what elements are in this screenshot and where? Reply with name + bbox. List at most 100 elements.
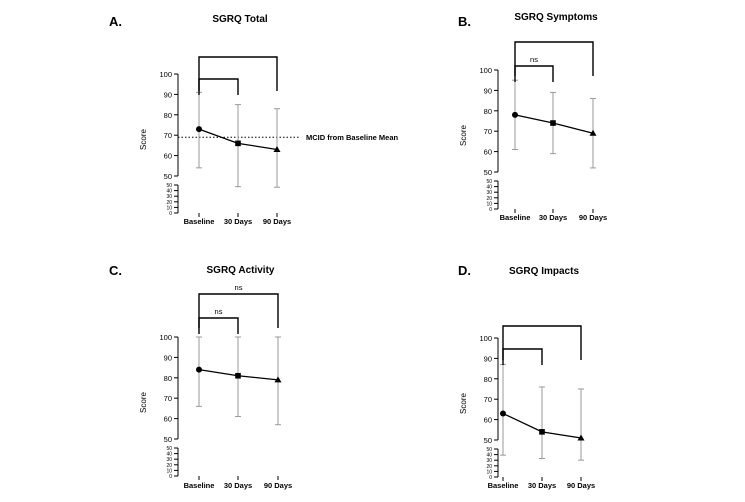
y-tick-label-lower: 40	[166, 189, 172, 195]
x-tick-label: Baseline	[184, 217, 215, 226]
y-tick-label-lower: 30	[486, 190, 492, 196]
y-tick-label-upper: 90	[484, 354, 492, 363]
reference-line-label: MCID from Baseline Mean	[306, 133, 399, 142]
data-point-baseline	[196, 366, 202, 373]
x-tick-label: Baseline	[500, 213, 531, 222]
chart-title: SGRQ Activity	[207, 265, 275, 276]
y-tick-label-upper: 90	[164, 353, 172, 362]
x-tick-label: 90 Days	[264, 481, 292, 490]
data-point-30-days	[235, 372, 241, 379]
chart-panel-3: SGRQ Activity Score 50 60 70 80 90 100 010203040…	[139, 265, 292, 490]
y-tick-label-lower: 20	[486, 196, 492, 202]
y-tick-label-upper: 70	[164, 131, 172, 140]
y-tick-label-lower: 20	[486, 464, 492, 470]
y-axis-label: Score	[459, 393, 468, 414]
data-point-30-days	[539, 429, 545, 435]
data-point-90-days	[589, 129, 597, 136]
y-tick-label-upper: 50	[164, 172, 172, 181]
y-tick-label-upper: 100	[479, 66, 492, 75]
y-tick-label-lower: 30	[166, 457, 172, 463]
significance-bracket	[514, 41, 594, 76]
x-tick-label: Baseline	[488, 481, 519, 490]
y-tick-label-upper: 60	[164, 415, 172, 424]
data-point-baseline	[500, 410, 506, 417]
y-tick-label-lower: 10	[486, 201, 492, 207]
y-tick-label-upper: 60	[484, 416, 492, 425]
chart-title: SGRQ Impacts	[509, 266, 579, 277]
y-tick-label-upper: 70	[164, 394, 172, 403]
bracket-label: ns	[235, 283, 243, 292]
y-tick-label-lower: 40	[486, 185, 492, 191]
x-tick-label: Baseline	[184, 481, 215, 490]
data-point-30-days	[235, 140, 241, 147]
panel-letter-d: D.	[458, 263, 471, 278]
x-tick-label: 90 Days	[263, 217, 291, 226]
x-tick-label: 90 Days	[567, 481, 595, 490]
y-tick-label-lower: 0	[169, 474, 172, 480]
y-tick-label-lower: 50	[486, 179, 492, 185]
significance-bracket	[198, 78, 239, 95]
data-point-30-days	[550, 120, 556, 126]
significance-bracket	[514, 65, 554, 82]
bracket-label: ns	[215, 307, 223, 316]
y-tick-label-lower: 10	[486, 469, 492, 475]
y-tick-label-lower: 40	[486, 453, 492, 459]
chart-title: SGRQ Total	[212, 14, 268, 25]
y-tick-label-lower: 0	[169, 211, 172, 217]
y-tick-label-upper: 100	[159, 70, 172, 79]
data-point-90-days	[577, 434, 585, 441]
panel-letter-a: A.	[109, 14, 122, 29]
y-tick-label-upper: 90	[164, 90, 172, 99]
y-tick-label-lower: 10	[166, 205, 172, 211]
x-tick-label: 30 Days	[224, 481, 252, 490]
panel-letter-b: B.	[458, 14, 471, 29]
panel-letter-c: C.	[109, 263, 122, 278]
x-tick-label: 90 Days	[579, 213, 607, 222]
x-tick-label: 30 Days	[224, 217, 252, 226]
y-tick-label-upper: 50	[484, 436, 492, 445]
y-tick-label-lower: 30	[486, 458, 492, 464]
y-tick-label-lower: 20	[166, 463, 172, 469]
y-tick-label-upper: 70	[484, 127, 492, 136]
x-tick-label: 30 Days	[528, 481, 556, 490]
y-axis-label: Score	[139, 129, 148, 150]
significance-bracket	[198, 317, 239, 334]
y-tick-label-upper: 60	[484, 148, 492, 157]
data-point-baseline	[196, 126, 202, 133]
y-tick-label-upper: 100	[159, 333, 172, 342]
y-tick-label-lower: 50	[166, 446, 172, 452]
chart-panel-2: SGRQ Symptoms Score 50 60 70 80 90 100 010203040…	[459, 12, 607, 222]
y-tick-label-upper: 80	[164, 374, 172, 383]
y-tick-label-upper: 80	[484, 375, 492, 384]
significance-bracket	[198, 293, 279, 328]
y-tick-label-upper: 60	[164, 152, 172, 161]
y-tick-label-upper: 90	[484, 86, 492, 95]
y-tick-label-upper: 80	[484, 107, 492, 116]
y-axis-label: Score	[459, 125, 468, 146]
data-point-baseline	[512, 111, 518, 118]
y-tick-label-lower: 40	[166, 452, 172, 458]
data-point-90-days	[273, 145, 281, 152]
significance-bracket	[502, 325, 582, 360]
chart-panel-1: SGRQ TotalScore506070809010001020304050B…	[139, 14, 399, 226]
y-tick-label-upper: 80	[164, 111, 172, 120]
x-tick-label: 30 Days	[539, 213, 567, 222]
significance-bracket	[502, 348, 543, 365]
chart-title: SGRQ Symptoms	[514, 12, 598, 23]
significance-bracket	[198, 56, 278, 91]
y-tick-label-upper: 50	[484, 168, 492, 177]
y-tick-label-upper: 100	[479, 334, 492, 343]
y-tick-label-lower: 0	[489, 475, 492, 481]
y-tick-label-lower: 50	[486, 447, 492, 453]
y-tick-label-lower: 50	[166, 183, 172, 189]
y-tick-label-lower: 10	[166, 468, 172, 474]
y-tick-label-upper: 70	[484, 395, 492, 404]
y-tick-label-lower: 0	[489, 207, 492, 213]
y-axis-label: Score	[139, 392, 148, 413]
chart-panel-4: SGRQ ImpactsScore50607080901000102030405…	[459, 266, 595, 490]
y-tick-label-upper: 50	[164, 435, 172, 444]
bracket-label: ns	[530, 55, 538, 64]
y-tick-label-lower: 20	[166, 200, 172, 206]
data-point-90-days	[274, 376, 282, 383]
